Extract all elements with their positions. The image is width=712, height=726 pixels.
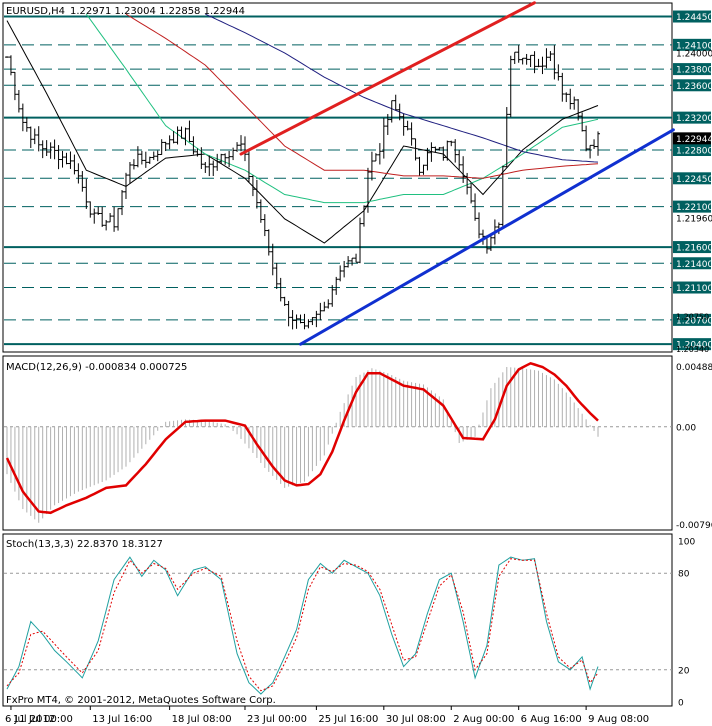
price-tick-label: 1.24000 (676, 49, 712, 59)
x-tick-label: 18 Jul 08:00 (172, 714, 232, 725)
moving-average-line (205, 13, 599, 163)
price-level-tag (673, 10, 711, 23)
x-tick-label: 6 Aug 16:00 (521, 714, 582, 725)
stoch-plot: 100 80 20 0 (4, 538, 695, 709)
x-tick-label: 25 Jul 16:00 (318, 714, 378, 725)
copyright-label: FxPro MT4, © 2001-2012, MetaQuotes Softw… (6, 695, 276, 706)
stoch-panel-frame (2, 533, 673, 707)
stoch-tick-label: 0 (678, 699, 684, 709)
price-panel-frame (2, 2, 673, 353)
price-level-label: 1.24450 (676, 13, 712, 23)
lower-channel-line (299, 128, 675, 346)
price-level-label: 1.23800 (676, 66, 712, 76)
price-levels (4, 15, 672, 346)
stoch-tick-label: 80 (678, 570, 690, 580)
price-tick-label: 1.20750 (676, 312, 709, 321)
price-level-tag (673, 257, 711, 270)
price-axis: 1.24450 1.24100 1.23800 1.23600 1.23200 1.228… (673, 10, 712, 354)
macd-tick-label: 0.00 (676, 423, 696, 433)
macd-tick-label: 0.00488 (676, 363, 712, 373)
price-level-label: 1.21400 (676, 260, 712, 270)
price-level-label: 1.22100 (676, 203, 712, 213)
moving-average-line (125, 13, 599, 179)
x-tick-label: 2 Aug 00:00 (453, 714, 514, 725)
price-level-tag (673, 338, 711, 351)
symbol-label: EURUSD,H4 (6, 6, 65, 17)
price-level-tag (673, 143, 711, 156)
price-level-label: 1.21100 (676, 284, 712, 294)
macd-panel-frame (2, 355, 673, 531)
price-level-label: 1.22800 (676, 146, 712, 156)
x-tick-label: 30 Jul 08:00 (386, 714, 446, 725)
macd-title: MACD(12,26,9) -0.000834 0.000725 (6, 362, 187, 373)
stoch-main-line (6, 556, 599, 695)
price-plot (4, 1, 675, 346)
macd-signal-line (5, 361, 599, 515)
x-tick-label: 23 Jul 00:00 (247, 714, 307, 725)
price-level-label: 1.23200 (676, 114, 712, 124)
price-level-tag (673, 111, 711, 124)
moving-average-line (6, 20, 599, 244)
upper-channel-line (239, 1, 537, 156)
stoch-title: Stoch(13,3,3) 22.8370 18.3127 (6, 539, 163, 550)
price-level-tag (673, 241, 711, 254)
price-level-tag (673, 281, 711, 294)
x-tick-label: 6 Jul 2012 (5, 714, 55, 725)
price-level-label: 1.21600 (676, 244, 712, 254)
price-level-label: 1.24100 (676, 41, 712, 51)
ohlc-label: 1.22971 1.23004 1.22858 1.22944 (70, 6, 245, 17)
moving-average-line (85, 13, 599, 204)
stoch-tick-label: 20 (678, 666, 690, 676)
x-tick-label: 9 Aug 08:00 (588, 714, 649, 725)
current-price-tag (673, 132, 711, 145)
price-level-label: 1.20700 (676, 316, 712, 326)
price-level-tag (673, 38, 711, 51)
price-level-label: 1.22450 (676, 175, 712, 185)
price-level-tag (673, 79, 711, 92)
price-level-tag (673, 200, 711, 213)
price-level-label: 1.23600 (676, 82, 712, 92)
x-tick-label: 11 Jul 00:00 (13, 714, 73, 725)
stoch-signal-line (6, 558, 599, 692)
price-tick-label: 1.20340 (676, 345, 709, 354)
macd-plot: 0.00488 0.00 -0.00796 (4, 361, 712, 531)
price-level-tag (673, 172, 711, 185)
price-level-label: 1.20400 (676, 341, 712, 351)
current-price-label: 1.22944 (676, 135, 712, 145)
price-level-tag (673, 63, 711, 76)
stoch-tick-label: 100 (678, 538, 695, 548)
macd-tick-label: -0.00796 (676, 521, 712, 531)
price-tick-label: 1.21960 (676, 214, 712, 224)
price-level-tag (673, 313, 711, 326)
x-tick-label: 13 Jul 16:00 (92, 714, 152, 725)
